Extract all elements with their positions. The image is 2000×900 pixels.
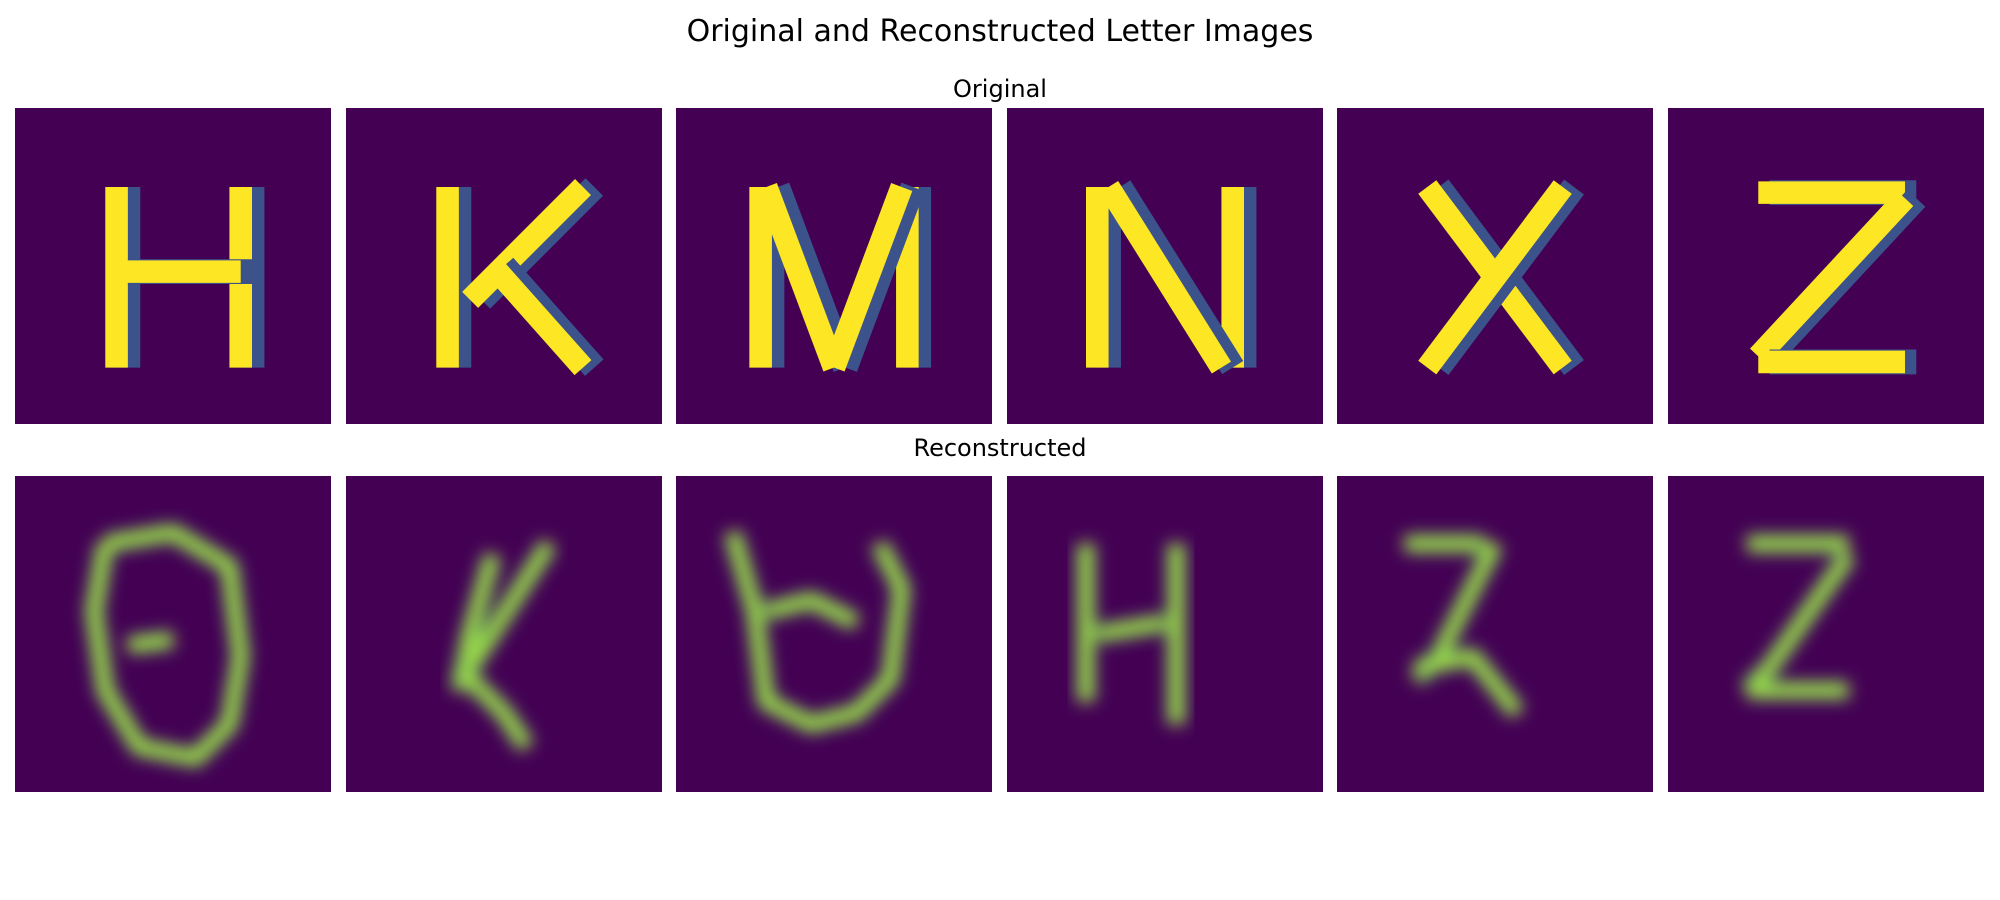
figure-title: Original and Reconstructed Letter Images bbox=[686, 14, 1314, 49]
image-background bbox=[1667, 108, 1984, 424]
original-image-6 bbox=[1667, 108, 1984, 424]
letter-stroke-highlight bbox=[1415, 652, 1521, 716]
row-title-reconstructed: Reconstructed bbox=[913, 434, 1087, 462]
letter-stroke bbox=[823, 183, 913, 372]
original-image-4 bbox=[1006, 108, 1323, 424]
image-background bbox=[676, 476, 992, 792]
letter-stroke-highlight bbox=[1096, 618, 1166, 638]
letter-stroke-highlight bbox=[90, 528, 245, 763]
reconstructed-image-6 bbox=[1667, 476, 1984, 792]
letter-stroke-highlight bbox=[765, 596, 859, 627]
letter-stroke-highlight bbox=[127, 635, 174, 650]
letter-stroke bbox=[1098, 181, 1231, 374]
original-image-2 bbox=[345, 108, 662, 424]
original-image-3 bbox=[676, 108, 992, 424]
letter-stroke-highlight bbox=[466, 541, 552, 670]
letter-stroke bbox=[483, 258, 591, 376]
letter-stroke bbox=[755, 183, 845, 372]
reconstructed-image-5 bbox=[1337, 476, 1653, 792]
reconstructed-image-3 bbox=[676, 476, 992, 792]
image-background bbox=[1667, 476, 1984, 792]
original-image-1 bbox=[15, 108, 331, 424]
reconstructed-image-2 bbox=[345, 476, 662, 792]
letter-stroke-highlight bbox=[728, 531, 906, 729]
image-background bbox=[1337, 476, 1653, 792]
original-image-5 bbox=[1337, 108, 1653, 424]
reconstructed-image-1 bbox=[15, 476, 331, 792]
letter-stroke bbox=[461, 179, 591, 308]
image-background bbox=[1006, 476, 1323, 792]
letter-stroke bbox=[1418, 180, 1572, 375]
letter-stroke bbox=[1749, 190, 1913, 364]
image-background bbox=[676, 108, 992, 424]
letter-stroke-highlight bbox=[455, 665, 530, 750]
image-background bbox=[345, 476, 662, 792]
row-title-original: Original bbox=[953, 75, 1047, 103]
reconstructed-image-4 bbox=[1006, 476, 1323, 792]
